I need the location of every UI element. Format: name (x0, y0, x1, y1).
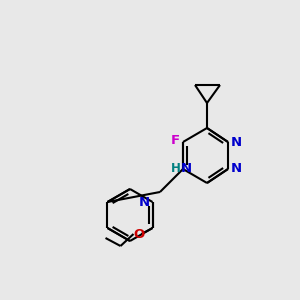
Text: F: F (171, 134, 180, 146)
Text: O: O (133, 227, 144, 241)
Text: N: N (231, 136, 242, 148)
Text: H: H (171, 163, 181, 176)
Text: N: N (181, 163, 192, 176)
Text: N: N (231, 163, 242, 176)
Text: N: N (138, 196, 149, 208)
